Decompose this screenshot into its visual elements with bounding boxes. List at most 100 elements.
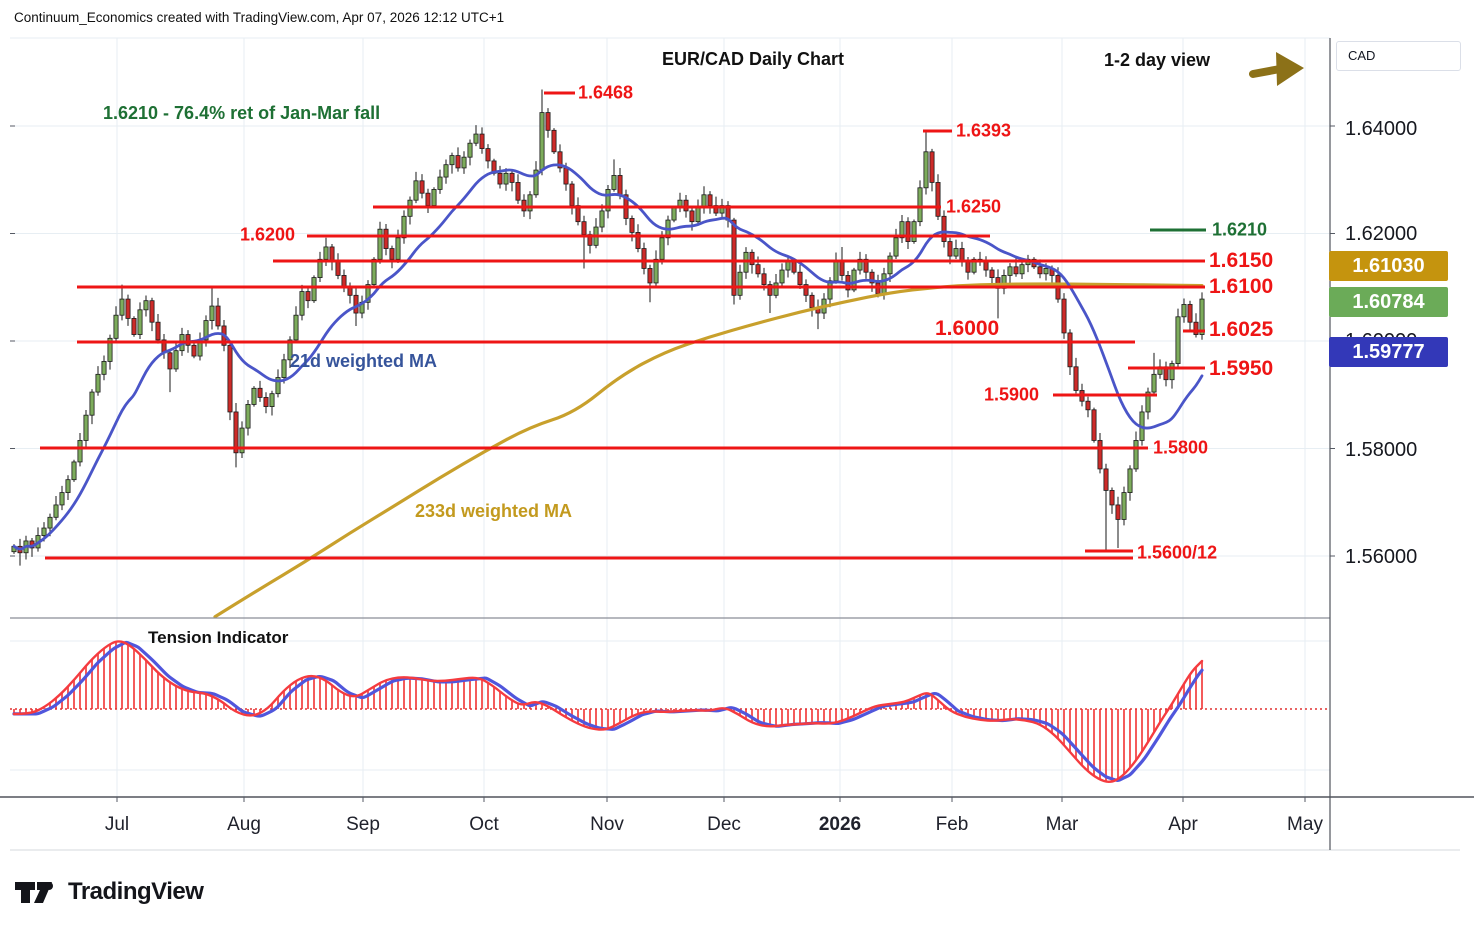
candle <box>923 151 929 189</box>
candle <box>947 241 953 257</box>
candle <box>1193 321 1199 335</box>
candle <box>101 361 107 375</box>
candle <box>953 248 959 257</box>
ma-21d-line <box>12 163 1204 551</box>
candle <box>1073 366 1079 391</box>
candle <box>551 129 557 153</box>
candle <box>557 151 563 169</box>
view-note: 1-2 day view <box>1104 50 1211 70</box>
candle <box>1121 492 1127 520</box>
price-tick-label: 1.58000 <box>1345 439 1418 461</box>
candle <box>635 232 641 249</box>
candle <box>293 314 299 341</box>
right-arrow-icon <box>1249 52 1304 86</box>
ma233-value-badge: 1.61030 <box>1329 251 1448 281</box>
price-level-label: 1.5900 <box>984 384 1040 405</box>
candle <box>305 291 311 302</box>
candle <box>1007 266 1013 276</box>
candle <box>971 258 977 273</box>
time-tick-label: Apr <box>1168 814 1198 835</box>
price-level-label: 1.6393 <box>956 120 1012 141</box>
candle <box>239 427 245 454</box>
candle <box>215 305 221 327</box>
candle <box>311 277 317 302</box>
candle <box>839 261 845 276</box>
candle <box>95 373 101 393</box>
candle <box>695 207 701 223</box>
candle <box>515 182 521 201</box>
candle <box>581 221 587 235</box>
candle <box>107 337 113 362</box>
candle <box>233 411 239 454</box>
candle <box>857 258 863 271</box>
price-level-label: 1.6250 <box>946 196 1002 217</box>
candle <box>497 172 503 185</box>
price-tick-label: 1.56000 <box>1345 546 1418 568</box>
candle <box>749 251 755 266</box>
candle <box>509 172 515 183</box>
candle <box>431 189 437 206</box>
candle <box>1037 266 1043 275</box>
candle <box>71 461 77 481</box>
candle <box>797 271 803 285</box>
tension-indicator-panel <box>10 640 1330 783</box>
candle <box>647 268 653 284</box>
candle <box>767 284 773 296</box>
time-tick-label: Sep <box>346 814 380 835</box>
time-tick-label: Jul <box>104 814 130 835</box>
candle <box>737 271 743 296</box>
candle <box>461 156 467 169</box>
symbol-currency-box: CAD <box>1336 41 1461 71</box>
candle <box>545 112 551 131</box>
candle <box>809 294 815 309</box>
candle <box>47 516 53 529</box>
candle <box>689 210 695 223</box>
candle <box>395 237 401 260</box>
candle <box>773 282 779 296</box>
candle <box>917 187 923 223</box>
fib-retracement-note: 1.6210 - 76.4% ret of Jan-Mar fall <box>103 103 381 123</box>
candle <box>803 284 809 296</box>
chart-title: EUR/CAD Daily Chart <box>662 49 845 69</box>
candle <box>569 183 575 206</box>
price-level-label: 1.5950 <box>1209 357 1274 380</box>
candle <box>149 300 155 323</box>
candle <box>83 414 89 441</box>
price-level-label: 1.6200 <box>240 224 296 245</box>
candle <box>323 246 329 260</box>
tradingview-logo-text[interactable]: TradingView <box>68 878 204 905</box>
candle <box>1097 440 1103 470</box>
candle <box>485 148 491 162</box>
candle <box>791 261 797 273</box>
candle <box>731 219 737 296</box>
price-tick-label: 1.62000 <box>1345 223 1418 245</box>
candle <box>353 294 359 314</box>
candle <box>893 237 899 257</box>
candle <box>911 221 917 242</box>
candle <box>185 334 191 346</box>
candle <box>401 215 407 239</box>
candle <box>599 210 605 228</box>
candle <box>299 291 305 316</box>
candle <box>629 218 635 233</box>
price-level-label: 1.5600/12 <box>1137 542 1218 563</box>
tradingview-logo-icon[interactable] <box>15 882 53 903</box>
candle <box>707 194 713 206</box>
candle <box>881 273 887 295</box>
time-tick-label: Mar <box>1045 814 1079 835</box>
candle <box>1199 298 1205 335</box>
candle <box>137 309 143 335</box>
candle <box>443 164 449 178</box>
candle <box>887 255 893 275</box>
candle <box>1169 363 1175 381</box>
candle <box>449 155 455 166</box>
candle <box>437 176 443 190</box>
candle <box>863 258 869 273</box>
support-resistance-lines <box>40 91 1206 560</box>
candle <box>77 440 83 463</box>
symbol-currency-label: CAD <box>1348 48 1376 63</box>
candle <box>335 261 341 276</box>
candle <box>935 182 941 217</box>
